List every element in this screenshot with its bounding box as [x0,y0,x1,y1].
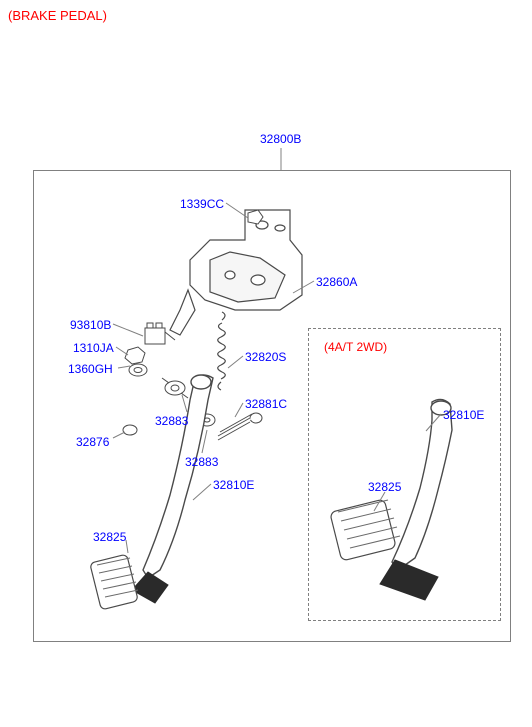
sub-frame-title: (4A/T 2WD) [324,340,387,354]
part-label: 1339CC [180,197,224,211]
assembly-label: 32800B [260,132,301,146]
part-label: 93810B [70,318,111,332]
diagram-title: (BRAKE PEDAL) [8,8,107,23]
part-label: 32810E [213,478,254,492]
part-label: 32825 [368,480,401,494]
part-label: 32860A [316,275,357,289]
part-label: 32876 [76,435,109,449]
part-label: 1360GH [68,362,113,376]
part-label: 1310JA [73,341,114,355]
sub-frame [308,328,501,621]
part-label: 32881C [245,397,287,411]
part-label: 32820S [245,350,286,364]
part-label: 32825 [93,530,126,544]
part-label: 32883 [155,414,188,428]
part-label: 32810E [443,408,484,422]
part-label: 32883 [185,455,218,469]
